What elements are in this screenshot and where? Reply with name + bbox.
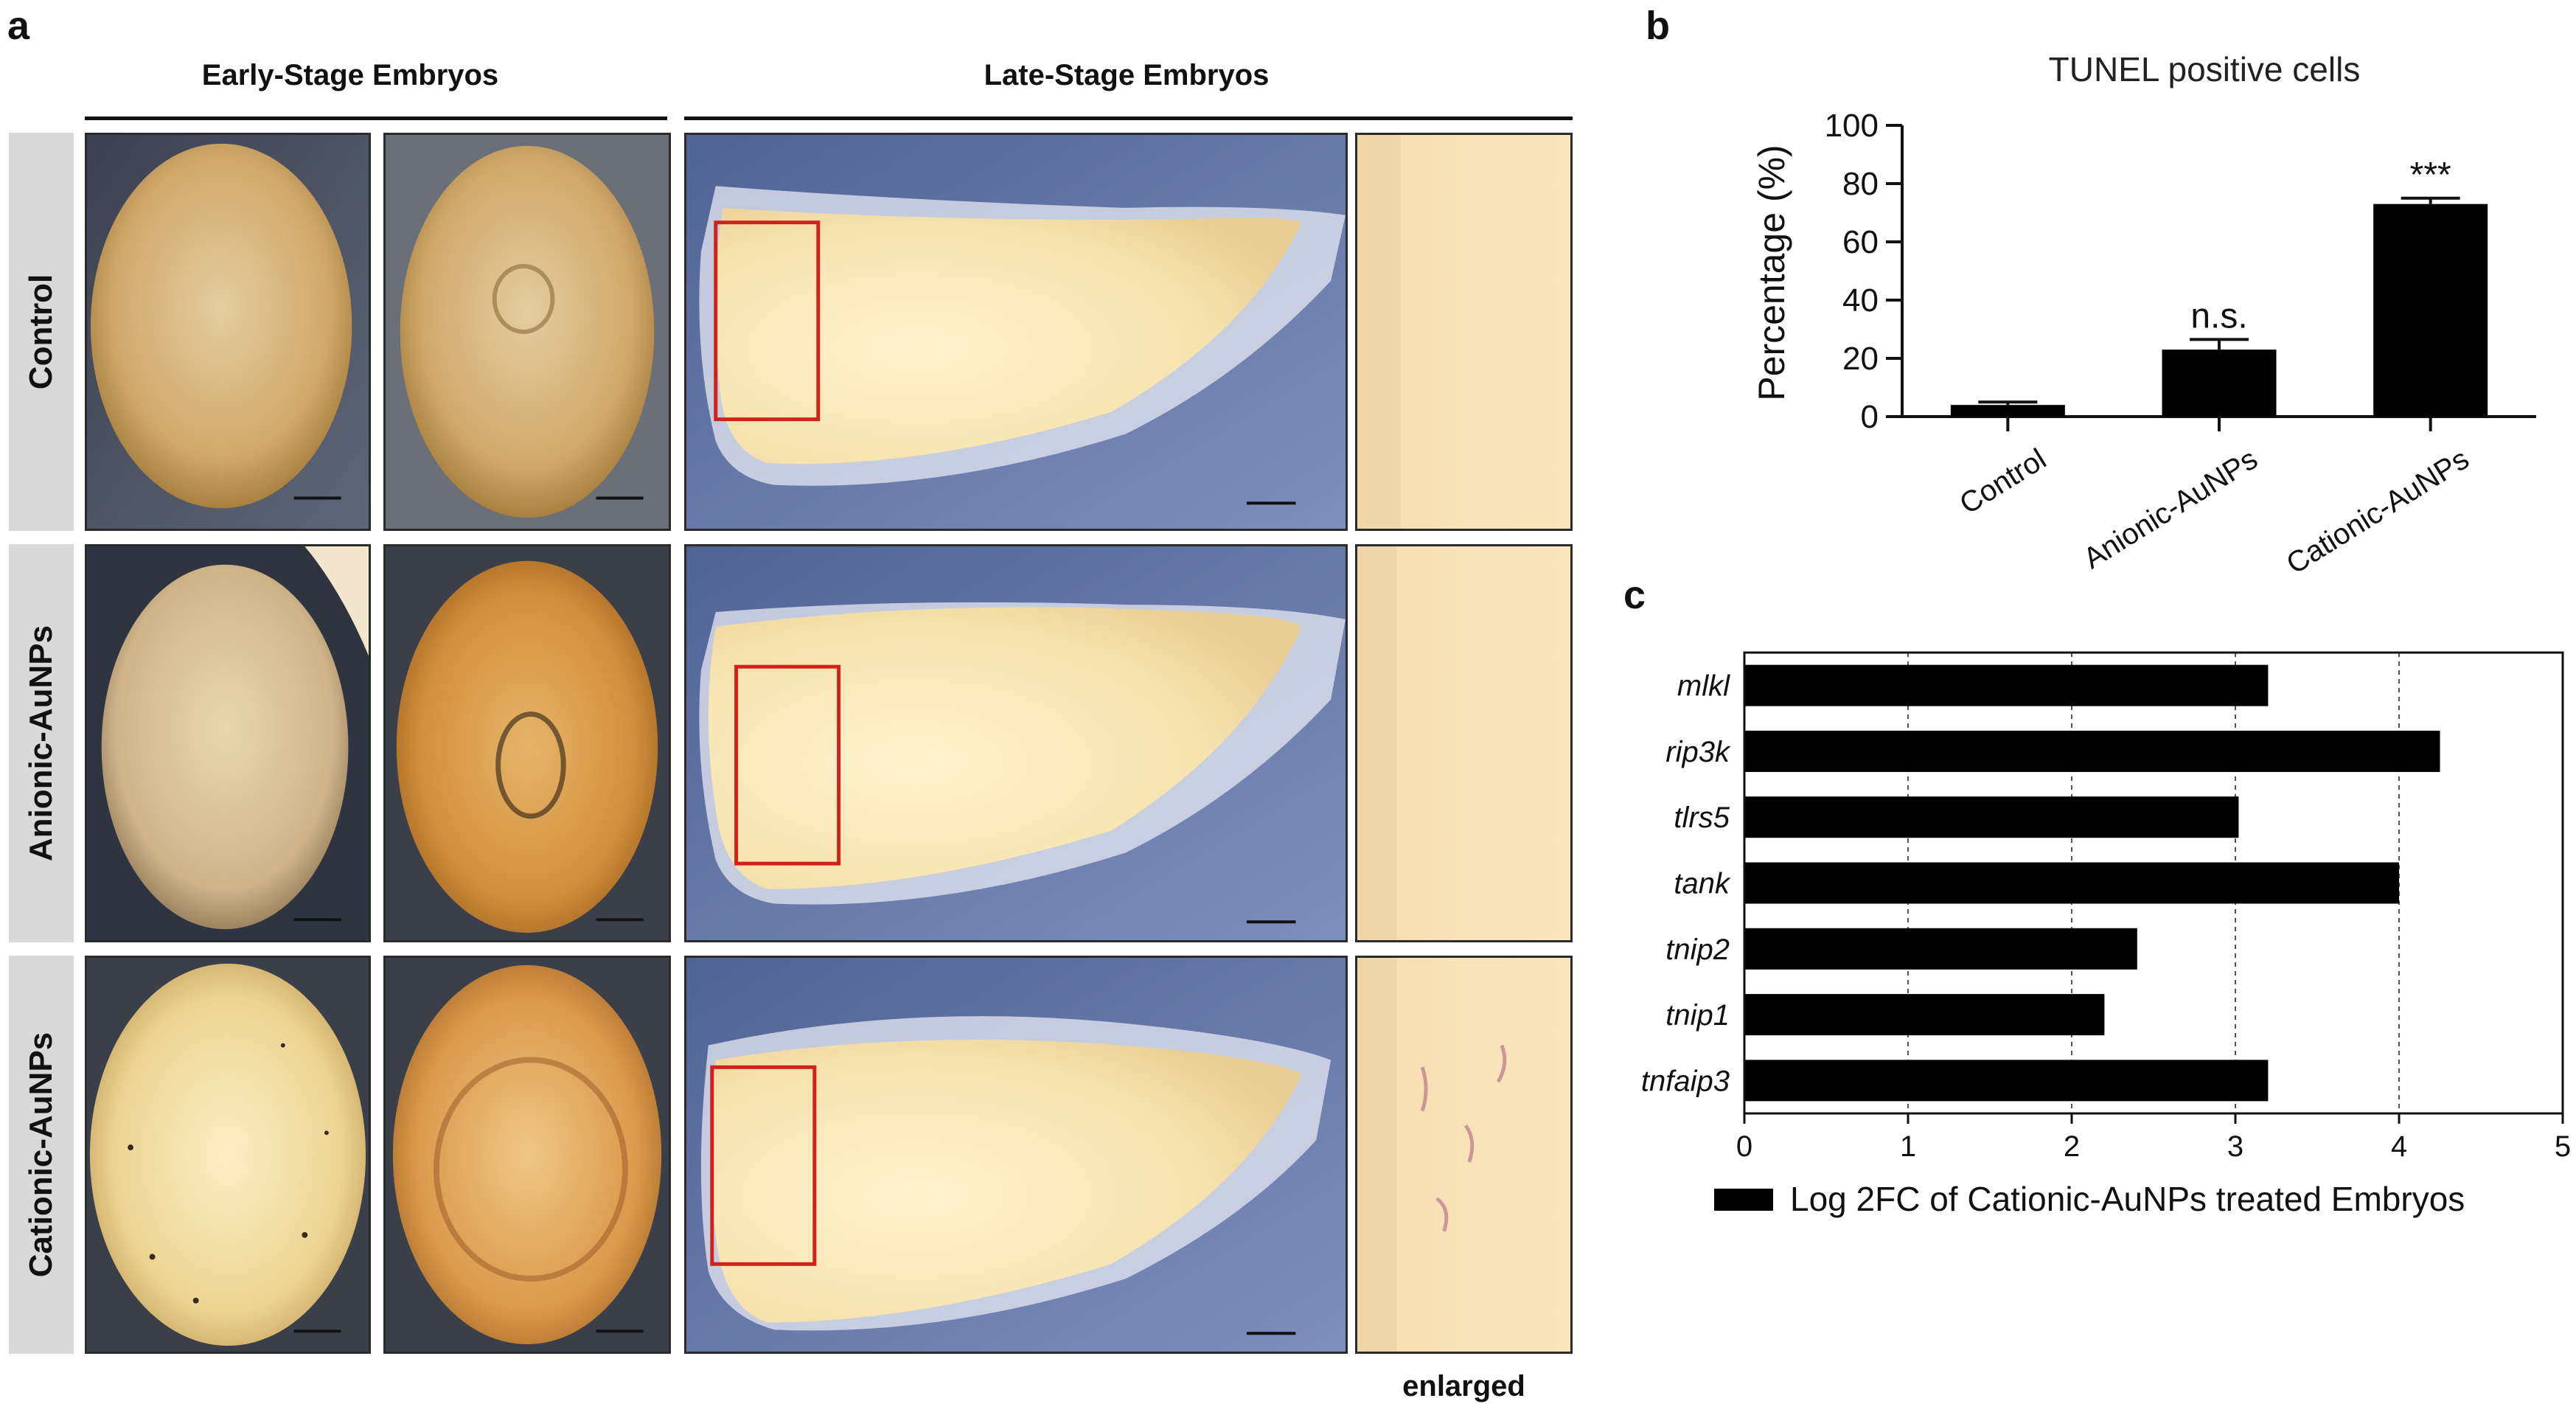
control-enlarged xyxy=(1355,133,1573,531)
chart-c-xtick-label: 1 xyxy=(1900,1130,1916,1163)
chart-c-xtick-label: 5 xyxy=(2555,1130,2571,1163)
chart-c-bar xyxy=(1744,730,2440,772)
chart-b-ytick-label: 80 xyxy=(1842,166,1879,202)
chart-c-category-label: tnfaip3 xyxy=(1641,1065,1730,1097)
chart-b: TUNEL positive cells Percentage (%) 0 20 4… xyxy=(1751,50,2536,580)
chart-c-bars xyxy=(1744,664,2440,1102)
chart-b-bar xyxy=(1950,405,2065,417)
cationic-early-embryo-2 xyxy=(383,956,671,1354)
chart-b-ytick-label: 20 xyxy=(1842,341,1879,377)
chart-c-xtick-label: 2 xyxy=(2064,1130,2080,1163)
chart-c-category-label: tnip1 xyxy=(1665,999,1730,1032)
chart-c-bar xyxy=(1744,1060,2269,1102)
chart-c-bar xyxy=(1744,862,2399,904)
panel-b-letter: b xyxy=(1646,4,1670,48)
chart-b-ytick-label: 40 xyxy=(1842,282,1879,319)
row-label-cationic: Cationic-AuNPs xyxy=(9,956,74,1354)
chart-b-xtick-label: Control xyxy=(1954,442,2052,521)
header-early-underline xyxy=(85,117,667,120)
chart-c-category-label: rip3k xyxy=(1665,736,1731,768)
header-early-stage: Early-Stage Embryos xyxy=(201,59,499,91)
chart-b-ytick-label: 100 xyxy=(1825,108,1879,144)
chart-b-ytick-label: 60 xyxy=(1842,224,1879,260)
chart-c-frame xyxy=(1743,651,2564,1115)
chart-b-bar xyxy=(2373,204,2488,417)
chart-c-xtick-label: 3 xyxy=(2227,1130,2243,1163)
chart-b-bar xyxy=(2162,350,2277,417)
cationic-enlarged xyxy=(1355,956,1573,1354)
anionic-early-embryo-1 xyxy=(85,544,371,942)
chart-b-xticks: Control Anionic-AuNPs Cationic-AuNPs xyxy=(1954,417,2474,580)
chart-c-category-label: tank xyxy=(1674,868,1731,900)
chart-c-legend: Log 2FC of Cationic-AuNPs treated Embryo… xyxy=(1714,1180,2465,1218)
chart-c-category-label: mlkl xyxy=(1677,670,1730,703)
panel-a-letter: a xyxy=(7,4,30,48)
panel-c-letter: c xyxy=(1623,573,1646,617)
row-label-control: Control xyxy=(9,133,74,531)
chart-b-title: TUNEL positive cells xyxy=(2049,50,2361,88)
chart-b-ytick-label: 0 xyxy=(1861,399,1879,435)
chart-c-legend-swatch xyxy=(1714,1189,1773,1211)
chart-b-xtick-label: Anionic-AuNPs xyxy=(2078,442,2263,575)
chart-c-bar xyxy=(1744,796,2239,838)
chart-c-xtick-label: 4 xyxy=(2391,1130,2407,1163)
chart-c-bar xyxy=(1744,994,2105,1036)
anionic-late-embryo xyxy=(684,544,1348,942)
chart-c-xtick-label: 0 xyxy=(1736,1130,1752,1163)
cationic-early-embryo-1 xyxy=(85,956,371,1354)
anionic-enlarged xyxy=(1355,544,1573,942)
enlarged-label: enlarged xyxy=(1402,1370,1525,1402)
anionic-early-embryo-2 xyxy=(383,544,671,942)
chart-b-bars xyxy=(1950,196,2488,417)
chart-c-category-label: tnip2 xyxy=(1665,934,1730,966)
chart-c-bar xyxy=(1744,664,2269,706)
control-late-embryo xyxy=(684,133,1348,531)
cationic-late-embryo xyxy=(684,956,1348,1354)
chart-b-annotation: n.s. xyxy=(2190,296,2247,336)
chart-c: mlkl rip3k tlrs5 tank tnip2 tnip1 tnfaip3 0 1 2 3 4… xyxy=(1641,651,2571,1218)
chart-b-annotation: *** xyxy=(2410,156,2451,195)
control-early-embryo-2 xyxy=(383,133,671,531)
chart-b-xtick-label: Cationic-AuNPs xyxy=(2281,442,2475,580)
header-late-underline xyxy=(684,117,1573,120)
chart-b-ylabel: Percentage (%) xyxy=(1751,145,1792,400)
chart-c-bar xyxy=(1744,928,2137,970)
row-label-anionic: Anionic-AuNPs xyxy=(9,544,74,942)
chart-b-annotations: n.s. *** xyxy=(2190,156,2451,336)
control-early-embryo-1 xyxy=(85,133,371,531)
chart-c-category-label: tlrs5 xyxy=(1674,802,1730,834)
header-late-stage: Late-Stage Embryos xyxy=(984,59,1270,91)
chart-c-axes: mlkl rip3k tlrs5 tank tnip2 tnip1 tnfaip3 0 1 2 3 4… xyxy=(1641,651,2571,1163)
chart-c-legend-label: Log 2FC of Cationic-AuNPs treated Embryo… xyxy=(1790,1180,2465,1218)
